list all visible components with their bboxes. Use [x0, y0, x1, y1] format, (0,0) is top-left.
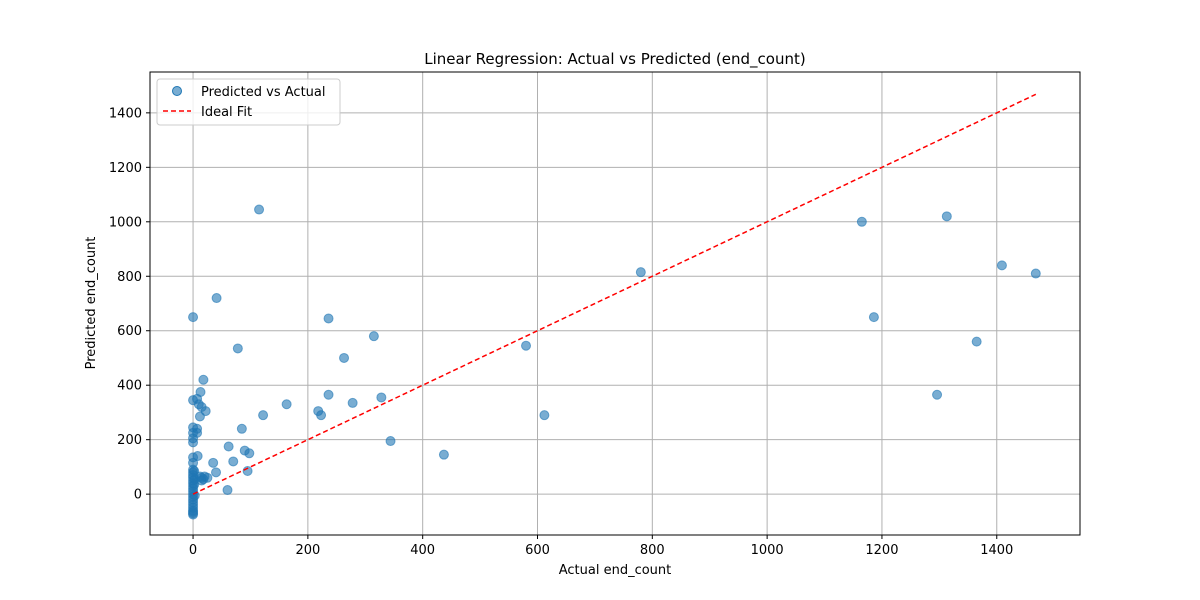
data-point — [316, 410, 327, 421]
ideal-fit-line — [192, 93, 1037, 495]
data-point — [258, 410, 269, 421]
x-tick-label: 0 — [189, 543, 197, 558]
x-tick-label: 1400 — [980, 543, 1013, 558]
data-point — [188, 437, 199, 448]
y-tick-label: 600 — [117, 324, 142, 339]
y-tick-label: 1000 — [109, 215, 142, 230]
data-point — [189, 490, 200, 501]
data-point — [971, 336, 982, 347]
legend: Predicted vs Actual Ideal Fit — [156, 78, 341, 126]
data-point — [254, 204, 265, 215]
plot-frame — [149, 71, 1081, 536]
data-point — [232, 343, 243, 354]
y-tick-label: 0 — [134, 488, 142, 503]
data-point — [188, 509, 199, 520]
data-point — [635, 267, 646, 278]
data-point — [211, 467, 222, 478]
x-tick-label: 600 — [525, 543, 550, 558]
data-point — [539, 410, 550, 421]
y-axis-ticks: 0 200 400 600 800 1000 1200 1400 — [109, 106, 150, 503]
y-axis-label: Predicted end_count — [84, 237, 99, 370]
data-point — [438, 449, 449, 460]
data-point — [339, 352, 350, 363]
data-point — [236, 423, 247, 434]
x-tick-label: 200 — [295, 543, 320, 558]
data-point — [1030, 268, 1041, 279]
data-point — [228, 456, 239, 467]
y-tick-label: 1400 — [109, 106, 142, 121]
y-tick-label: 1200 — [109, 161, 142, 176]
y-tick-label: 400 — [117, 379, 142, 394]
data-point — [941, 211, 952, 222]
y-tick-label: 200 — [117, 433, 142, 448]
data-point — [868, 312, 879, 323]
data-point — [376, 392, 387, 403]
data-point — [368, 331, 379, 342]
data-point — [385, 436, 396, 447]
ideal-fit-line-group — [192, 93, 1037, 495]
data-point — [208, 457, 219, 468]
data-point — [521, 340, 532, 351]
legend-label-ideal-fit: Ideal Fit — [201, 105, 252, 120]
data-point — [200, 406, 211, 417]
data-point — [188, 312, 199, 323]
legend-box — [156, 78, 341, 126]
data-point — [856, 216, 867, 227]
scatter-points — [188, 204, 1041, 520]
x-tick-label: 1000 — [751, 543, 784, 558]
x-tick-label: 800 — [640, 543, 665, 558]
data-point — [996, 260, 1007, 271]
data-point — [222, 485, 233, 496]
legend-label-scatter: Predicted vs Actual — [201, 85, 325, 100]
data-point — [244, 448, 255, 459]
data-point — [323, 389, 334, 400]
data-point — [347, 397, 358, 408]
data-point — [932, 389, 943, 400]
data-point — [198, 374, 209, 385]
data-point — [192, 451, 203, 462]
legend-scatter-marker — [172, 86, 182, 96]
data-point — [196, 475, 207, 486]
x-axis-ticks: 0 200 400 600 800 1000 1200 1400 — [189, 535, 1013, 558]
y-tick-label: 800 — [117, 270, 142, 285]
data-point — [323, 313, 334, 324]
grid — [150, 72, 1080, 535]
data-point — [211, 293, 222, 304]
data-point — [195, 387, 206, 398]
data-point — [192, 427, 203, 438]
x-tick-label: 400 — [410, 543, 435, 558]
x-tick-label: 1200 — [865, 543, 898, 558]
chart-title: Linear Regression: Actual vs Predicted (… — [424, 50, 805, 69]
data-point — [223, 441, 234, 452]
data-point — [281, 399, 292, 410]
x-axis-label: Actual end_count — [559, 563, 672, 578]
